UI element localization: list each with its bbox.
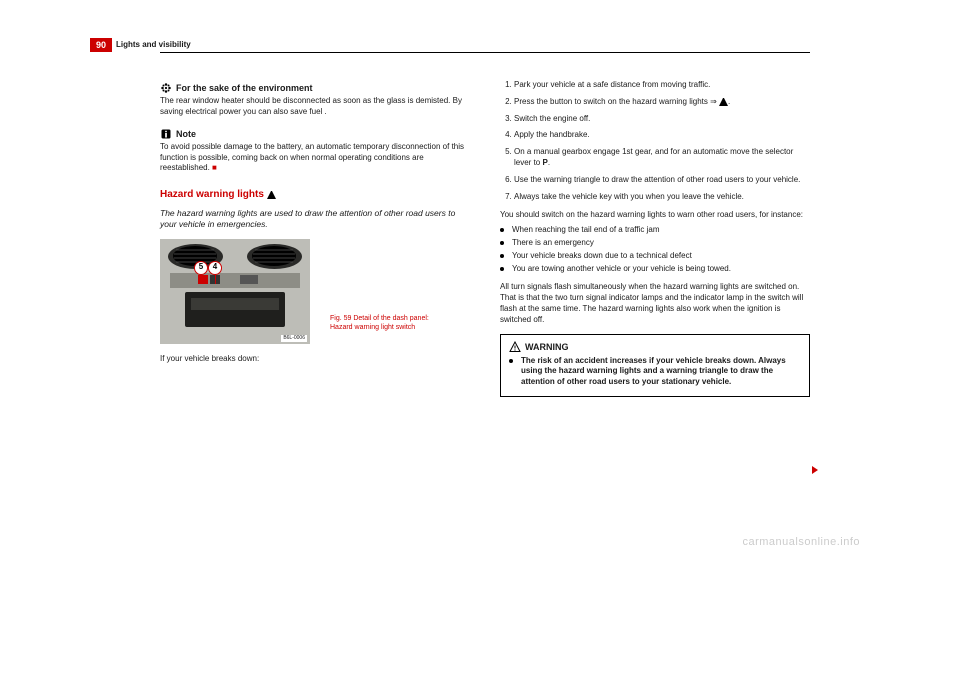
step-7: Always take the vehicle key with you whe… [514,192,810,203]
manual-page: 90 Lights and visibility For the sake of… [90,0,870,560]
dash-button-c [240,275,258,284]
env-heading: For the sake of the environment [160,82,470,94]
hazard-symbol [719,98,728,106]
after-list-text: You should switch on the hazard warning … [500,210,810,221]
note-body: To avoid possible damage to the battery,… [160,142,470,174]
flash-paragraph: All turn signals flash simultaneously wh… [500,282,810,325]
info-icon [160,128,172,140]
note-heading-text: Note [176,128,196,140]
figure-wrap: 5 4 B6L-0006 Fig. 59 Detail of the dash … [160,239,470,344]
note-heading: Note [160,128,470,140]
callout-5: 5 [194,261,208,275]
hazard-heading: Hazard warning lights [160,188,470,202]
flower-icon [160,82,172,94]
procedure-list: Park your vehicle at a safe distance fro… [500,80,810,202]
bullet-3: Your vehicle breaks down due to a techni… [500,251,810,262]
step-2: Press the button to switch on the hazard… [514,97,810,108]
env-body: The rear window heater should be disconn… [160,96,470,118]
bullet-1: When reaching the tail end of a traffic … [500,225,810,236]
end-block-icon: ■ [212,163,217,172]
instance-bullets: When reaching the tail end of a traffic … [500,225,810,274]
figure-ref: B6L-0006 [281,335,307,342]
bullet-4: You are towing another vehicle or your v… [500,264,810,275]
storage-bin [185,292,285,327]
warning-bullet: The risk of an accident increases if you… [509,356,801,388]
breakdown-lead: If your vehicle breaks down: [160,354,470,365]
air-vent-right [247,244,302,269]
step-4: Apply the handbrake. [514,130,810,141]
hazard-intro: The hazard warning lights are used to dr… [160,208,470,231]
warning-heading: WARNING [509,341,801,353]
bullet-2: There is an emergency [500,238,810,249]
env-heading-text: For the sake of the environment [176,82,313,94]
callout-4: 4 [208,261,222,275]
warning-icon [509,341,521,353]
step-5: On a manual gearbox engage 1st gear, and… [514,147,810,169]
hazard-button [198,275,208,284]
step-6: Use the warning triangle to draw the att… [514,175,810,186]
dash-bar [170,273,300,288]
section-title: Lights and visibility [116,40,191,49]
continue-arrow-icon [812,466,818,474]
warning-box: WARNING The risk of an accident increase… [500,334,810,398]
right-column: Park your vehicle at a safe distance fro… [500,80,810,397]
step-1: Park your vehicle at a safe distance fro… [514,80,810,91]
left-column: For the sake of the environment The rear… [160,80,470,397]
figure-59: 5 4 B6L-0006 [160,239,310,344]
watermark: carmanualsonline.info [742,536,860,548]
content-columns: For the sake of the environment The rear… [160,80,810,397]
figure-caption: Fig. 59 Detail of the dash panel: Hazard… [330,314,430,333]
page-number-badge: 90 [90,38,112,52]
step-3: Switch the engine off. [514,114,810,125]
header-rule [160,52,810,53]
